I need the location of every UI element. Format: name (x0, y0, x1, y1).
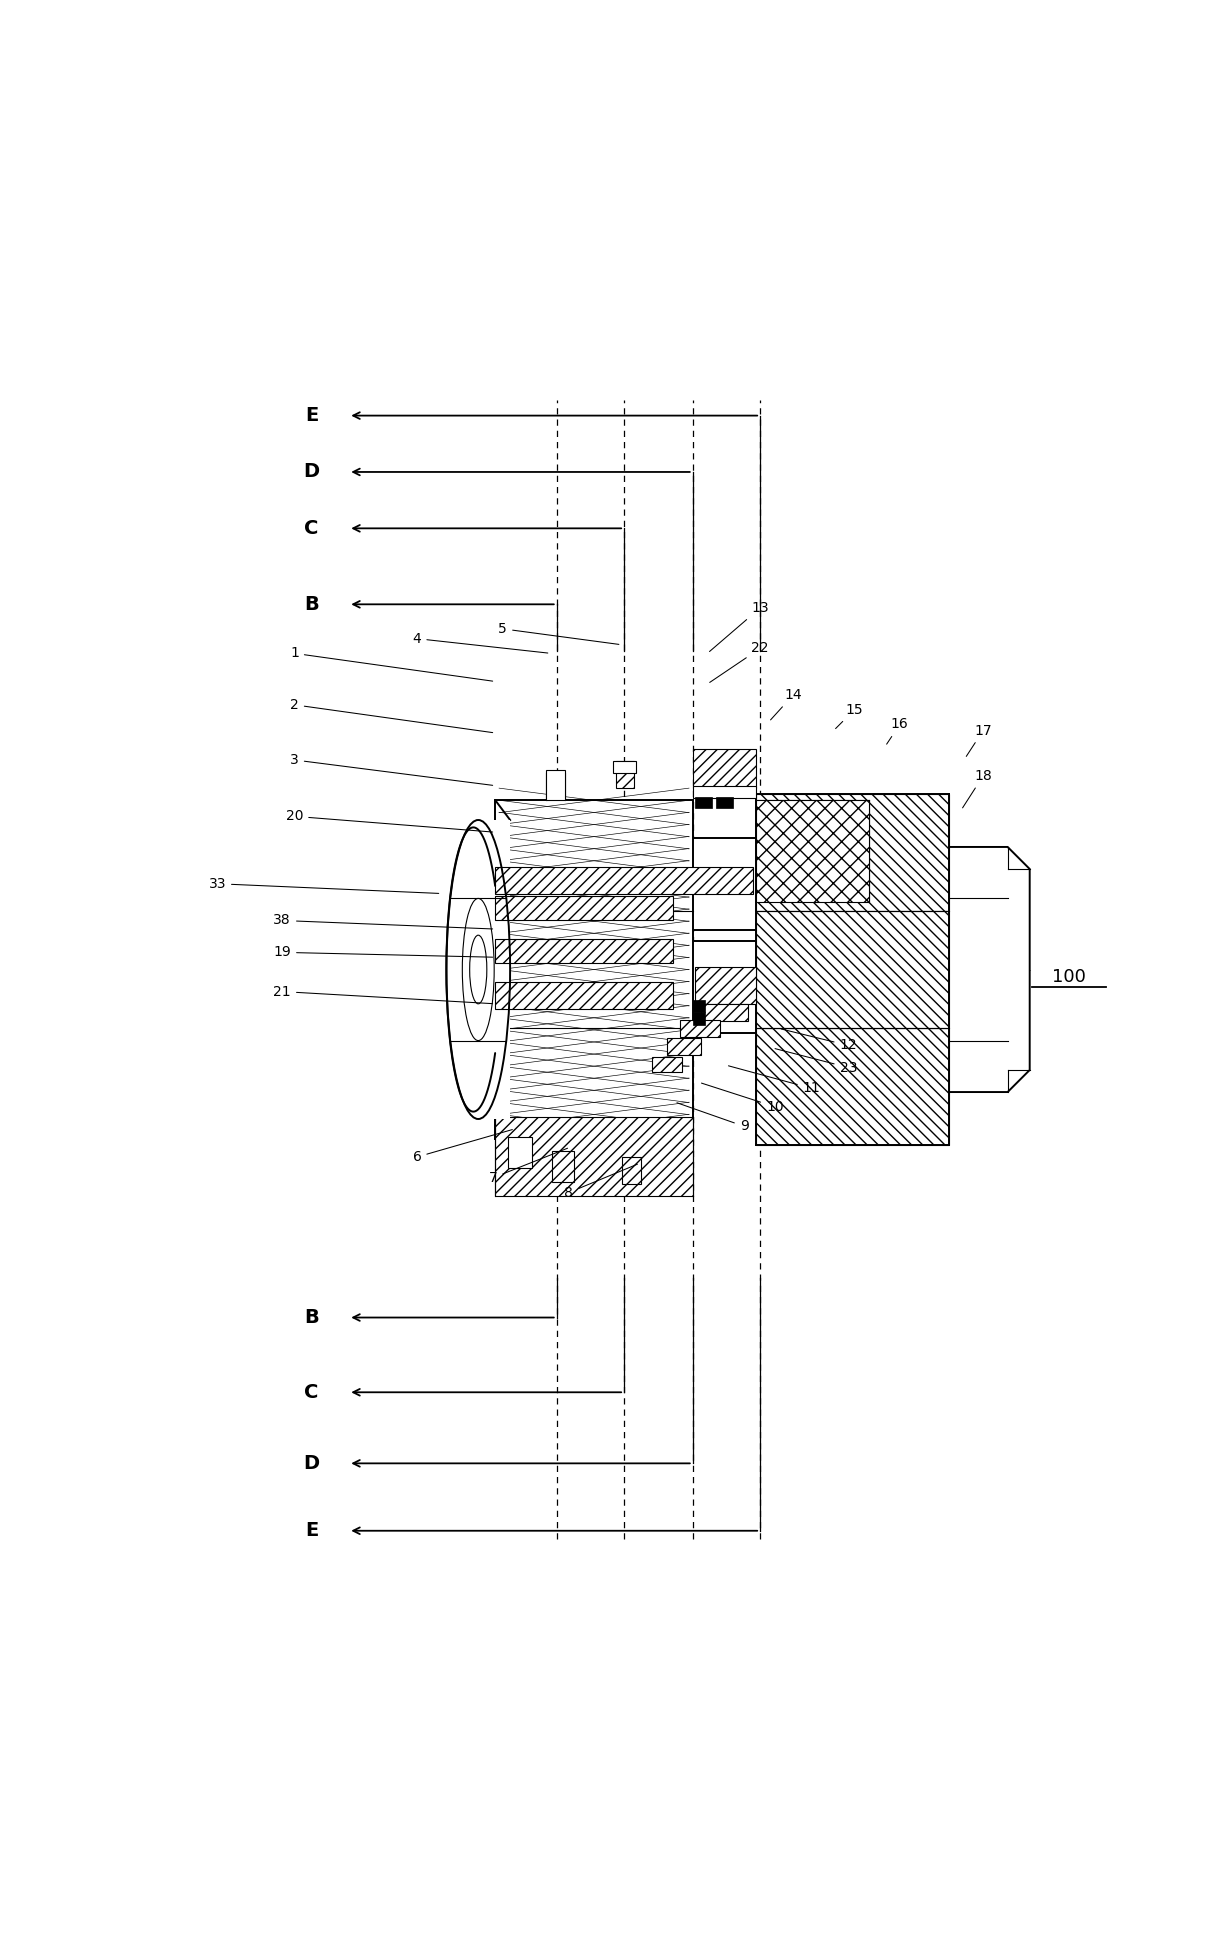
Text: C: C (304, 1383, 319, 1402)
Text: 16: 16 (886, 717, 908, 745)
Text: 3: 3 (291, 752, 492, 785)
Bar (756, 1028, 949, 1144)
Bar (693, 1012, 705, 1024)
Text: 38: 38 (273, 913, 492, 929)
Text: 5: 5 (499, 622, 619, 644)
Bar (471, 838, 787, 931)
Text: E: E (305, 1522, 319, 1540)
Text: 2: 2 (291, 698, 492, 733)
Bar (551, 1152, 574, 1181)
Bar (495, 1117, 693, 1196)
Bar (693, 1001, 705, 1012)
Bar (696, 968, 756, 1004)
Bar (447, 820, 510, 1119)
Bar (495, 981, 673, 1008)
Text: 1: 1 (291, 646, 492, 681)
Bar (702, 1004, 748, 1022)
Text: 12: 12 (782, 1030, 857, 1053)
Text: B: B (304, 1309, 319, 1326)
Text: 100: 100 (1053, 968, 1086, 985)
Bar (756, 795, 949, 911)
Bar (613, 762, 636, 774)
Ellipse shape (470, 935, 486, 1004)
Text: D: D (304, 463, 320, 481)
Bar (681, 1020, 720, 1037)
Bar (495, 801, 693, 1138)
Text: 33: 33 (208, 876, 438, 894)
Bar (716, 797, 734, 809)
Bar (696, 797, 713, 809)
Text: D: D (304, 1454, 320, 1474)
Text: 14: 14 (771, 688, 803, 719)
Text: 13: 13 (709, 601, 769, 652)
Polygon shape (949, 847, 1029, 1092)
Bar (616, 762, 634, 787)
Text: 18: 18 (963, 770, 992, 809)
Bar (471, 940, 787, 1033)
Text: C: C (304, 520, 319, 537)
Bar (507, 1138, 532, 1167)
Text: 11: 11 (729, 1066, 820, 1096)
Bar (544, 807, 644, 1132)
Text: 9: 9 (677, 1103, 748, 1134)
Bar (652, 1057, 682, 1072)
Bar (693, 785, 756, 799)
Text: 19: 19 (273, 946, 492, 960)
Bar (545, 770, 565, 801)
Text: 6: 6 (412, 1130, 512, 1163)
Text: 10: 10 (702, 1084, 784, 1113)
Text: 8: 8 (565, 1163, 638, 1200)
Bar (622, 1158, 641, 1185)
Text: 23: 23 (776, 1049, 857, 1074)
Text: 7: 7 (489, 1148, 567, 1185)
Bar (693, 748, 756, 787)
Text: 17: 17 (966, 723, 992, 756)
Text: B: B (304, 595, 319, 615)
Text: 21: 21 (273, 985, 492, 1004)
Text: 22: 22 (710, 642, 769, 683)
Bar (495, 867, 752, 894)
Bar (667, 1037, 702, 1055)
Bar (495, 938, 673, 964)
Bar (756, 801, 869, 902)
Bar (756, 911, 949, 1028)
Text: 15: 15 (836, 702, 863, 729)
Text: E: E (305, 405, 319, 425)
Bar (495, 896, 673, 921)
Text: 20: 20 (286, 809, 492, 832)
Text: 4: 4 (412, 632, 548, 653)
